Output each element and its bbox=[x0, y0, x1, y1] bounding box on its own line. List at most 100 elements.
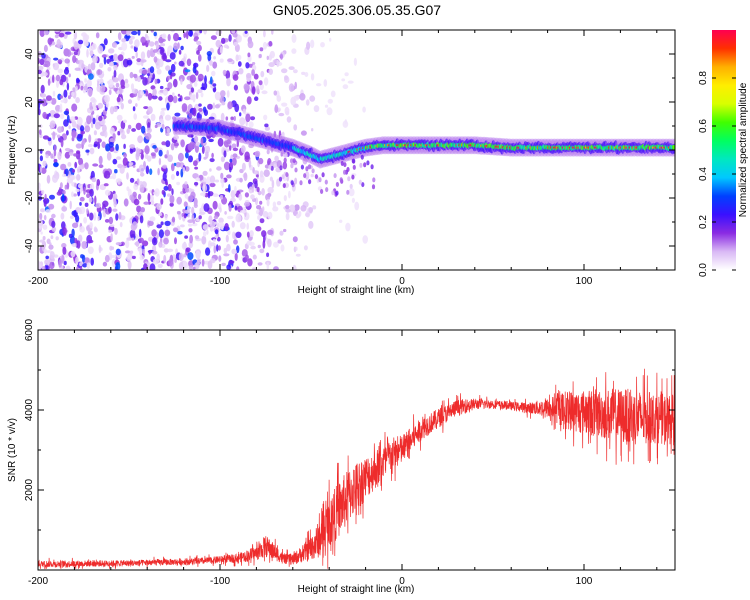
spectrogram-cell bbox=[234, 185, 237, 195]
spectrogram-cell bbox=[172, 92, 175, 96]
spectrogram-cell bbox=[140, 59, 147, 63]
spectrogram-cell bbox=[216, 30, 222, 37]
spectrogram-cell bbox=[105, 101, 110, 108]
spectrogram-cell bbox=[54, 34, 59, 39]
spectrogram-cell bbox=[164, 220, 171, 226]
spectrogram-cell bbox=[239, 177, 243, 183]
spectrogram-cell bbox=[257, 244, 261, 249]
spectrogram-cell bbox=[130, 45, 134, 49]
spectrogram-cell bbox=[244, 192, 249, 198]
spectrogram-cell bbox=[170, 143, 175, 151]
spectrogram-cell bbox=[293, 95, 300, 101]
spectrogram-cell bbox=[281, 68, 288, 74]
spectrogram-cell bbox=[248, 159, 252, 168]
spectrogram-cell bbox=[147, 192, 151, 202]
spectrogram-cell bbox=[190, 191, 196, 200]
spectrogram-cell bbox=[81, 63, 85, 70]
spectrogram-cell bbox=[157, 263, 163, 268]
spectrogram-cell bbox=[358, 179, 362, 185]
spectrogram-cell bbox=[177, 93, 181, 97]
spectrogram-cell bbox=[238, 193, 243, 201]
spectrogram-cell bbox=[75, 97, 80, 104]
spectrogram-cell bbox=[136, 205, 142, 213]
spectrogram-cell bbox=[276, 59, 280, 68]
spectrogram-cell bbox=[75, 214, 80, 223]
spectrogram-cell bbox=[308, 220, 314, 229]
spectrogram-cell bbox=[43, 198, 47, 208]
spectrogram-cell bbox=[284, 75, 289, 81]
spectrogram-cell bbox=[199, 211, 206, 215]
spectrogram-cell bbox=[170, 30, 176, 33]
spectrogram-cell bbox=[234, 205, 238, 211]
spectrogram-cell bbox=[323, 79, 328, 87]
spectrogram-cell bbox=[372, 177, 376, 183]
spectrogram-cell bbox=[85, 149, 90, 153]
spectrogram-cell bbox=[246, 72, 252, 79]
spectrogram-cell bbox=[266, 55, 269, 61]
spectrogram-cell bbox=[251, 184, 255, 193]
spectrogram-cell bbox=[136, 61, 142, 66]
colorbar-axis: 0.0 0.2 0.4 0.6 0.8 bbox=[698, 71, 736, 277]
spectrogram-cell bbox=[132, 92, 137, 98]
spectrogram-cell bbox=[247, 52, 251, 58]
spectrogram-cell bbox=[212, 193, 219, 197]
spectrogram-cell bbox=[312, 205, 317, 210]
spectrogram-cell bbox=[327, 98, 333, 104]
spectrogram-cell bbox=[370, 164, 374, 170]
spectrogram-cell bbox=[103, 183, 109, 187]
spectrogram-cell bbox=[92, 163, 99, 167]
spectrogram-cell bbox=[99, 78, 104, 85]
spectrogram-cell bbox=[261, 230, 267, 238]
spectrogram-cell bbox=[248, 143, 255, 149]
spectrogram-cell bbox=[83, 186, 86, 195]
spectrogram-cell bbox=[79, 196, 85, 202]
spectrogram-cell bbox=[70, 116, 76, 122]
spectrogram-cell bbox=[77, 166, 80, 174]
spectrogram-cell bbox=[305, 212, 310, 217]
spectrogram-cell bbox=[257, 262, 263, 266]
spectrogram-cell bbox=[170, 174, 175, 180]
spectrogram-cell bbox=[214, 91, 221, 101]
spectrogram-cell bbox=[281, 102, 288, 107]
spectrogram-cell bbox=[173, 162, 177, 167]
spectrogram-cell bbox=[286, 116, 292, 123]
spectrogram-cell bbox=[39, 30, 45, 37]
spectrogram-cell bbox=[147, 92, 153, 101]
spectrogram-cell bbox=[201, 145, 205, 154]
spectrogram-cell bbox=[50, 97, 57, 105]
spectrogram-x-tick-label: -200 bbox=[28, 276, 48, 287]
spectrogram-cell bbox=[127, 99, 133, 104]
spectrogram-cell bbox=[57, 68, 63, 74]
spectrogram-cell bbox=[269, 50, 275, 59]
spectrogram-xlabel: Height of straight line (km) bbox=[298, 285, 415, 296]
spectrogram-cell bbox=[295, 214, 301, 219]
spectrogram-cell bbox=[200, 137, 204, 146]
spectrogram-cell bbox=[57, 126, 63, 133]
spectrogram-cell bbox=[246, 96, 252, 105]
spectrogram-cell bbox=[166, 102, 170, 111]
spectrogram-cell bbox=[133, 198, 140, 206]
spectrogram-cell bbox=[158, 241, 163, 248]
spectrogram-cell bbox=[162, 52, 167, 60]
spectrogram-cell bbox=[88, 239, 94, 244]
spectrogram-cell bbox=[85, 39, 89, 47]
spectrogram-cell bbox=[234, 136, 242, 141]
spectrogram-cell bbox=[267, 186, 274, 194]
spectrogram-cell bbox=[63, 260, 67, 266]
spectrogram-cell bbox=[134, 39, 140, 48]
spectrogram-cell bbox=[48, 113, 51, 117]
spectrogram-cell bbox=[267, 211, 273, 220]
spectrogram-cell bbox=[151, 95, 158, 100]
spectrogram-cell bbox=[117, 180, 121, 185]
spectrogram-cell bbox=[75, 143, 82, 149]
spectrogram-cell bbox=[248, 121, 254, 128]
spectrogram-cell bbox=[153, 31, 157, 37]
spectrogram-cell bbox=[138, 228, 142, 238]
spectrogram-cell bbox=[140, 172, 145, 177]
spectrogram-cell bbox=[279, 165, 283, 171]
spectrogram-cell bbox=[42, 160, 47, 167]
spectrogram-cell bbox=[49, 251, 55, 260]
snr-x-tick-label: 0 bbox=[399, 576, 405, 587]
spectrogram-cell bbox=[228, 184, 231, 193]
